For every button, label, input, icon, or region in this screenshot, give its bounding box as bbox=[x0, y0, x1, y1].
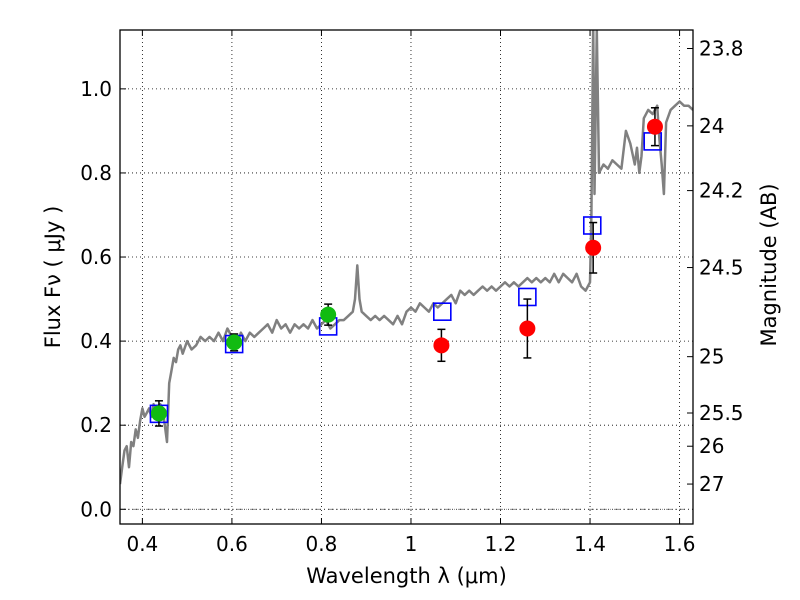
plot-frame bbox=[119, 29, 694, 525]
magnitude-tick-label: 27 bbox=[699, 472, 724, 496]
magnitude-tick-label: 23.8 bbox=[699, 36, 744, 60]
y-tick-label: 0.0 bbox=[80, 497, 112, 521]
green-data-point bbox=[320, 306, 337, 323]
axis-ticks: 0.4 0.6 0.8 1 1.2 1.4 1.6 0.0 0.2 0.4 0.6 0.8 1.0 23.… bbox=[80, 30, 744, 556]
y-axis-label-left: Flux Fν ( μJy ) bbox=[41, 206, 65, 349]
magnitude-tick-label: 26 bbox=[699, 434, 724, 458]
x-tick-label: 1.6 bbox=[664, 532, 696, 556]
model-photometry-box bbox=[582, 216, 602, 235]
x-tick-label: 1.4 bbox=[574, 532, 606, 556]
x-tick-label: 1 bbox=[405, 532, 418, 556]
magnitude-tick-label: 25 bbox=[699, 345, 724, 369]
red-data-point bbox=[646, 118, 663, 135]
magnitude-tick-label: 24 bbox=[699, 114, 724, 138]
model-photometry-box bbox=[433, 302, 452, 321]
red-data-point bbox=[433, 337, 450, 354]
magnitude-tick-label: 24.5 bbox=[699, 256, 744, 280]
magnitude-tick-label: 25.5 bbox=[699, 401, 744, 425]
x-tick-label: 0.4 bbox=[126, 532, 158, 556]
green-data-point bbox=[150, 405, 167, 422]
x-tick-label: 0.8 bbox=[306, 532, 338, 556]
magnitude-tick-label: 24.2 bbox=[699, 179, 744, 203]
y-tick-label: 1.0 bbox=[80, 77, 112, 101]
y-axis-label-right: Magnitude (AB) bbox=[757, 183, 781, 346]
y-tick-label: 0.4 bbox=[80, 329, 112, 353]
y-tick-label: 0.6 bbox=[80, 245, 112, 269]
x-tick-label: 1.2 bbox=[485, 532, 517, 556]
y-tick-label: 0.2 bbox=[80, 413, 112, 437]
x-tick-label: 0.6 bbox=[216, 532, 248, 556]
red-data-point bbox=[519, 320, 536, 337]
red-data-point bbox=[585, 239, 602, 256]
model-spectrum-line bbox=[120, 30, 693, 485]
grid-lines bbox=[120, 30, 693, 524]
x-axis-label: Wavelength λ (μm) bbox=[306, 564, 507, 588]
plot-area bbox=[120, 30, 693, 510]
y-tick-label: 0.8 bbox=[80, 161, 112, 185]
green-data-point bbox=[226, 334, 243, 351]
